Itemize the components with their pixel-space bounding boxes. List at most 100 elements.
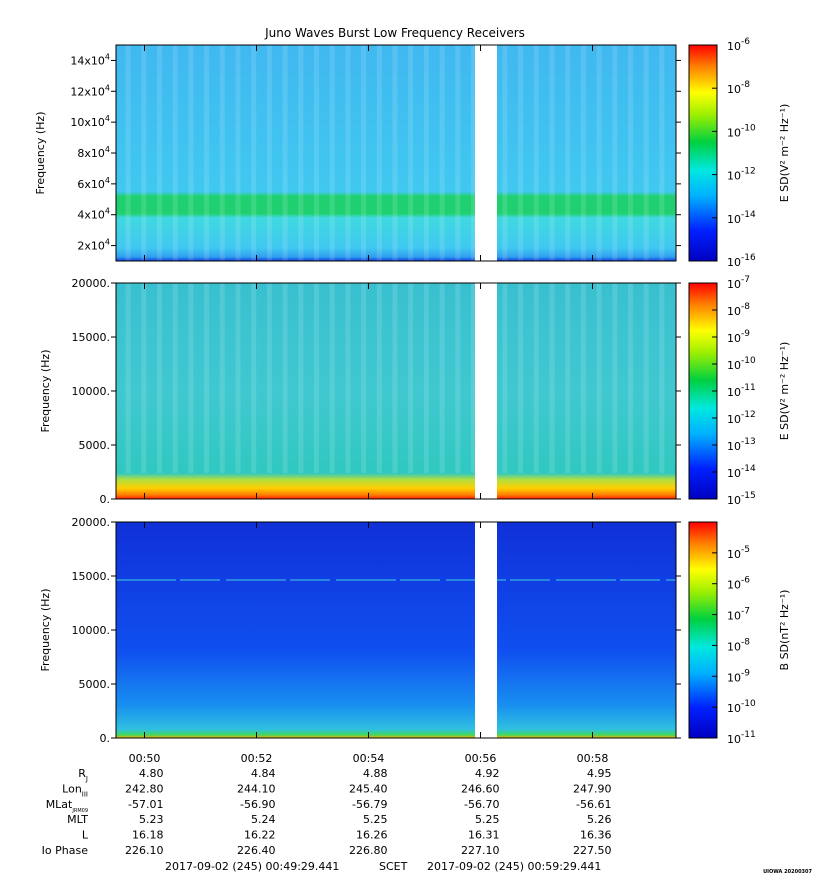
panel-2-y-ticks: 0. 5000. 10000. 15000. 20000. bbox=[72, 277, 681, 506]
ephemeris-value: 4.88 bbox=[363, 767, 388, 780]
ephemeris-value: 226.40 bbox=[237, 844, 276, 857]
y-tick-label: 10x104 bbox=[70, 114, 110, 129]
footer-stamp: UIOWA 20200307 bbox=[763, 869, 812, 875]
colorbar-tick-label: 10-11 bbox=[727, 383, 756, 399]
ephemeris-value: 5.24 bbox=[251, 813, 276, 826]
time-tick-labels: 00:50 00:52 00:54 00:56 00:58 bbox=[129, 752, 609, 765]
y-tick-label: 6x104 bbox=[77, 176, 110, 191]
ephemeris-value: 245.40 bbox=[349, 782, 388, 795]
time-ticks bbox=[144, 45, 594, 738]
y-tick-label: 10000. bbox=[72, 624, 111, 637]
ephemeris-value: 247.90 bbox=[573, 782, 612, 795]
colorbar-tick-label: 10-8 bbox=[727, 637, 750, 653]
panel-1-colorbar-ticks: 10-16 10-14 10-12 10-10 10-8 10-6 bbox=[712, 37, 756, 269]
y-tick-label: 2x104 bbox=[77, 238, 110, 253]
panel-3-y-ticks: 0. 5000. 10000. 15000. 20000. bbox=[72, 516, 681, 745]
ephemeris-row-label: Io Phase bbox=[42, 844, 89, 857]
y-tick-label: 20000. bbox=[72, 277, 111, 290]
y-tick-label: 20000. bbox=[72, 516, 111, 529]
time-tick-label: 00:52 bbox=[241, 752, 273, 765]
ephemeris-row-label: MLatJRM09 bbox=[46, 798, 88, 814]
ephemeris-value: 16.31 bbox=[468, 829, 500, 842]
ephemeris-value: 5.25 bbox=[475, 813, 500, 826]
ephemeris-value: -57.01 bbox=[128, 798, 163, 811]
panel-1-y-ticks: 2x104 4x104 6x104 8x104 10x104 12x104 14x104 bbox=[70, 52, 681, 253]
colorbar-tick-label: 10-10 bbox=[727, 699, 756, 715]
y-tick-label: 5000. bbox=[79, 678, 111, 691]
ephemeris-value: 16.18 bbox=[132, 829, 164, 842]
y-tick-label: 8x104 bbox=[77, 145, 110, 160]
ephemeris-value: -56.61 bbox=[576, 798, 611, 811]
panel-3-colorbar bbox=[688, 521, 718, 739]
panel-1-data-gap bbox=[475, 45, 497, 261]
panel-3: 0. 5000. 10000. 15000. 20000. Frequency (Hz)… bbox=[39, 516, 791, 746]
colorbar-tick-label: 10-15 bbox=[727, 491, 756, 507]
ephemeris-value: 5.23 bbox=[139, 813, 164, 826]
colorbar-tick-label: 10-16 bbox=[727, 253, 756, 269]
ephemeris-value: 4.95 bbox=[587, 767, 612, 780]
ephemeris-value: -56.70 bbox=[464, 798, 499, 811]
ephemeris-value: 4.80 bbox=[139, 767, 164, 780]
ephemeris-value: 242.80 bbox=[125, 782, 164, 795]
y-tick-label: 15000. bbox=[72, 331, 111, 344]
ephemeris-value: 4.92 bbox=[475, 767, 500, 780]
ephemeris-value: 244.10 bbox=[237, 782, 276, 795]
panel-2-colorbar-label: E SD(V² m⁻² Hz⁻¹) bbox=[778, 342, 791, 441]
ephemeris-value: 5.26 bbox=[587, 813, 612, 826]
y-tick-label: 0. bbox=[100, 493, 111, 506]
ephemeris-row-label: RJ bbox=[78, 767, 88, 783]
footer-start-time: 2017-09-02 (245) 00:49:29.441 bbox=[165, 860, 339, 873]
panel-2-colorbar-ticks: 10-15 10-14 10-13 10-12 10-11 10-10 10-9 10-8 10… bbox=[712, 275, 756, 507]
panel-3-spectrogram bbox=[116, 522, 676, 738]
ephemeris-table: RJ 4.80 4.84 4.88 4.92 4.95 LonIII 242.80 244.10… bbox=[42, 767, 612, 857]
y-tick-label: 10000. bbox=[72, 385, 111, 398]
colorbar-tick-label: 10-10 bbox=[727, 356, 756, 372]
ephemeris-value: -56.79 bbox=[352, 798, 387, 811]
colorbar-tick-label: 10-14 bbox=[727, 464, 756, 480]
colorbar-tick-label: 10-8 bbox=[727, 302, 750, 318]
chart-title: Juno Waves Burst Low Frequency Receivers bbox=[264, 26, 525, 40]
panel-1-harmonic-stripes bbox=[116, 45, 676, 261]
ephemeris-value: 226.80 bbox=[349, 844, 388, 857]
colorbar-tick-label: 10-14 bbox=[727, 210, 756, 226]
ephemeris-row-label: MLT bbox=[67, 813, 88, 826]
ephemeris-value: 227.50 bbox=[573, 844, 612, 857]
panel-1-colorbar bbox=[688, 44, 718, 262]
ephemeris-value: 5.25 bbox=[363, 813, 388, 826]
ephemeris-value: 226.10 bbox=[125, 844, 164, 857]
colorbar-tick-label: 10-7 bbox=[727, 607, 750, 623]
colorbar-tick-label: 10-13 bbox=[727, 437, 756, 453]
colorbar-tick-label: 10-6 bbox=[727, 576, 750, 592]
colorbar-tick-label: 10-7 bbox=[727, 275, 750, 291]
time-tick-label: 00:58 bbox=[577, 752, 609, 765]
y-tick-label: 12x104 bbox=[70, 83, 110, 98]
panel-1-ylabel: Frequency (Hz) bbox=[34, 112, 47, 195]
panel-2-ylabel: Frequency (Hz) bbox=[39, 350, 52, 433]
colorbar-tick-label: 10-10 bbox=[727, 123, 756, 139]
time-tick-label: 00:56 bbox=[465, 752, 497, 765]
colorbar-tick-label: 10-12 bbox=[727, 167, 756, 183]
ephemeris-value: 16.22 bbox=[244, 829, 276, 842]
ephemeris-value: 16.36 bbox=[580, 829, 612, 842]
ephemeris-row-label: L bbox=[82, 829, 89, 842]
y-tick-label: 15000. bbox=[72, 570, 111, 583]
footer-scet: SCET bbox=[379, 860, 408, 873]
ephemeris-value: 16.26 bbox=[356, 829, 388, 842]
colorbar-tick-label: 10-9 bbox=[727, 329, 750, 345]
panel-2-harmonic-stripes bbox=[116, 283, 676, 473]
time-tick-label: 00:50 bbox=[129, 752, 161, 765]
ephemeris-value: -56.90 bbox=[240, 798, 275, 811]
ephemeris-value: 227.10 bbox=[461, 844, 500, 857]
colorbar-tick-label: 10-9 bbox=[727, 668, 750, 684]
y-tick-label: 4x104 bbox=[77, 207, 110, 222]
colorbar-tick-label: 10-12 bbox=[727, 410, 756, 426]
panel-1-colorbar-label: E SD(V² m⁻² Hz⁻¹) bbox=[778, 104, 791, 203]
panel-2: 0. 5000. 10000. 15000. 20000. Frequency (Hz)… bbox=[39, 275, 791, 507]
panel-1: 2x104 4x104 6x104 8x104 10x104 12x104 14x104 F… bbox=[34, 37, 791, 269]
y-tick-label: 14x104 bbox=[70, 52, 110, 67]
colorbar-tick-label: 10-6 bbox=[727, 37, 750, 53]
ephemeris-value: 4.84 bbox=[251, 767, 276, 780]
y-tick-label: 5000. bbox=[79, 439, 111, 452]
colorbar-tick-label: 10-5 bbox=[727, 545, 750, 561]
